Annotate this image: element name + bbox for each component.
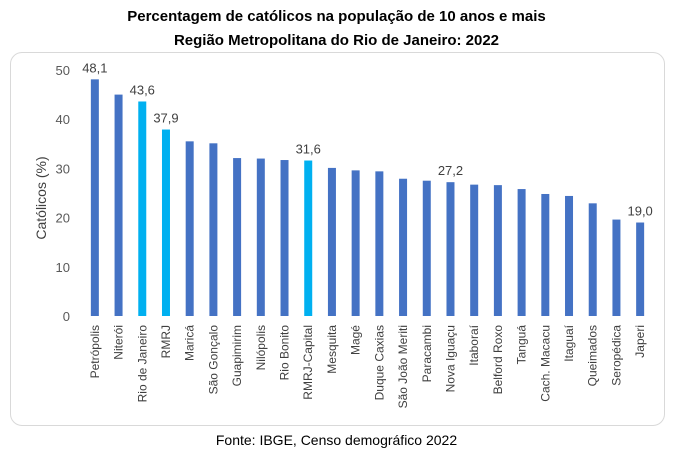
- bar: [588, 203, 597, 316]
- category-label: Paracambi: [420, 325, 434, 382]
- category-label: Rio de Janeiro: [135, 325, 149, 403]
- bar: [351, 170, 360, 316]
- bar: [327, 167, 336, 316]
- bar: [399, 178, 408, 316]
- bar: [375, 171, 384, 316]
- category-label: Nilópolis: [254, 325, 268, 370]
- bar: [517, 189, 526, 316]
- data-label: 48,1: [82, 60, 107, 75]
- y-tick-label: 0: [63, 309, 70, 324]
- data-label: 37,9: [153, 111, 178, 126]
- y-tick-label: 50: [56, 63, 70, 78]
- category-label: São João Meriti: [396, 325, 410, 408]
- category-label: São Gonçalo: [206, 325, 220, 395]
- bar: [280, 160, 289, 316]
- category-label: Niterói: [112, 325, 126, 360]
- chart-title: Percentagem de católicos na população de…: [127, 8, 546, 25]
- y-tick-label: 30: [56, 161, 70, 176]
- bar: [138, 101, 147, 316]
- category-label: Tanguá: [515, 325, 529, 365]
- category-label: Nova Iguaçu: [443, 325, 457, 392]
- bar: [493, 185, 502, 316]
- category-label: Itaboraí: [467, 324, 481, 365]
- bar: [612, 219, 621, 316]
- bar: [446, 182, 455, 316]
- category-label: Queimados: [586, 325, 600, 386]
- bar: [185, 141, 194, 316]
- category-label: Itaguaí: [562, 324, 576, 361]
- bar: [470, 184, 479, 316]
- bar: [541, 193, 550, 316]
- category-label: Guapimirim: [230, 325, 244, 386]
- source-note: Fonte: IBGE, Censo demográfico 2022: [215, 432, 458, 448]
- bar: [565, 195, 574, 316]
- data-label: 19,0: [627, 204, 652, 219]
- bar: [636, 222, 645, 316]
- category-label: Cach. Macacu: [538, 325, 552, 402]
- bar: [114, 94, 123, 316]
- category-label: Belford Roxo: [491, 325, 505, 395]
- bar: [233, 158, 242, 316]
- bar: [90, 79, 99, 317]
- y-axis-label: Católicos (%): [33, 156, 49, 239]
- data-label: 31,6: [296, 142, 321, 157]
- bar: [161, 129, 170, 316]
- bar: [209, 143, 218, 316]
- category-label: Rio Bonito: [278, 325, 292, 381]
- data-label: 43,6: [130, 82, 155, 97]
- bar: [256, 158, 265, 316]
- y-tick-label: 10: [56, 260, 70, 275]
- category-label: Seropédica: [609, 325, 623, 386]
- bar: [304, 160, 313, 316]
- category-label: RMRJ: [159, 325, 173, 358]
- bar-chart: Católicos (%) 0 10 20 30 40 50 48,1 43,6 37,9 31…: [33, 60, 653, 408]
- category-label: Maricá: [183, 325, 197, 361]
- category-label: RMRJ-Capital: [301, 325, 315, 400]
- category-label: Magé: [349, 325, 363, 355]
- category-label: Japeri: [633, 325, 647, 358]
- category-label: Duque Caxias: [372, 325, 386, 400]
- category-label: Mesquita: [325, 325, 339, 374]
- chart-panel: [10, 52, 665, 426]
- y-tick-label: 20: [56, 211, 70, 226]
- data-label: 27,2: [438, 163, 463, 178]
- category-label: Petrópolis: [88, 325, 102, 378]
- bar: [422, 180, 431, 316]
- y-tick-label: 40: [56, 112, 70, 127]
- chart-subtitle: Região Metropolitana do Rio de Janeiro: …: [173, 32, 500, 49]
